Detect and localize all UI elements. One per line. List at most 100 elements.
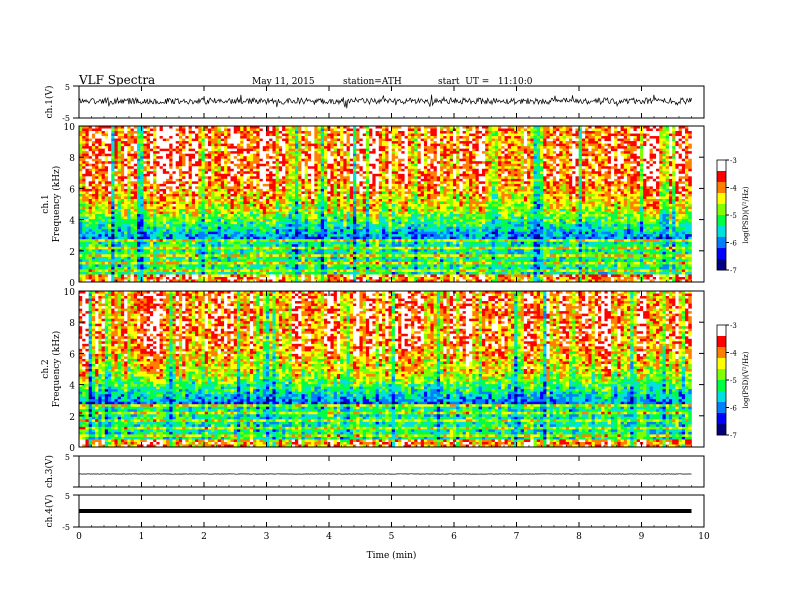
spectro-cell [621, 186, 625, 189]
spectro-cell [247, 179, 251, 182]
spectro-cell [575, 146, 579, 149]
spectro-cell [89, 159, 93, 162]
spectro-cell [205, 171, 209, 174]
spectro-cell [382, 136, 386, 139]
spectro-cell [401, 146, 405, 149]
spectro-cell [266, 149, 270, 152]
spectro-cell [172, 159, 176, 162]
spectro-cell [546, 164, 550, 167]
spectro-cell [427, 181, 431, 184]
spectro-cell [537, 136, 541, 139]
spectro-cell [382, 149, 386, 152]
spectro-cell [227, 129, 231, 132]
spectro-cell [250, 131, 254, 134]
spectro-cell [595, 131, 599, 134]
spectro-cell [82, 159, 86, 162]
spectro-cell [517, 141, 521, 144]
spectro-cell [385, 179, 389, 182]
spectro-cell [598, 171, 602, 174]
spectro-cell [385, 176, 389, 179]
spectro-cell [637, 156, 641, 159]
spectro-cell [247, 174, 251, 177]
spectro-cell [224, 189, 228, 192]
spectro-cell [682, 131, 686, 134]
spectro-cell [611, 149, 615, 152]
spectro-cell [330, 176, 334, 179]
spectro-cell [218, 161, 222, 164]
spectro-cell [569, 189, 573, 192]
spectro-cell [640, 166, 644, 169]
spectro-cell [111, 134, 115, 137]
spectro-cell [556, 144, 560, 147]
spectro-cell [637, 159, 641, 162]
spectro-cell [347, 129, 351, 132]
spectro-cell [598, 161, 602, 164]
spectro-cell [395, 149, 399, 152]
spectro-cell [89, 129, 93, 132]
spectro-cell [150, 139, 154, 142]
spectro-cell [566, 159, 570, 162]
spectro-cell [176, 171, 180, 174]
spectro-cell [153, 184, 157, 187]
spectro-cell [347, 186, 351, 189]
spectro-cell [414, 154, 418, 157]
spectro-cell [347, 171, 351, 174]
spectro-cell [479, 151, 483, 154]
spectro-cell [424, 171, 428, 174]
spectro-cell [621, 166, 625, 169]
spectro-cell [98, 151, 102, 154]
spectro-cell [450, 164, 454, 167]
spectro-cell [479, 139, 483, 142]
spectro-cell [685, 171, 689, 174]
spectro-cell [153, 161, 157, 164]
spectro-cell [279, 154, 283, 157]
spectro-cell [653, 174, 657, 177]
spectro-cell [263, 156, 267, 159]
spectro-cell [359, 144, 363, 147]
spectro-cell [192, 134, 196, 137]
spectro-cell [405, 144, 409, 147]
spectro-cell [463, 181, 467, 184]
spectro-cell [447, 184, 451, 187]
spectro-cell [559, 174, 563, 177]
spectro-cell [485, 136, 489, 139]
spectro-cell [169, 134, 173, 137]
spectro-cell [102, 151, 106, 154]
spectro-cell [366, 136, 370, 139]
spectro-cell [272, 156, 276, 159]
spectro-cell [604, 129, 608, 132]
spectro-cell [111, 174, 115, 177]
spectro-cell [624, 169, 628, 172]
spectro-cell [347, 136, 351, 139]
spectro-cell [485, 131, 489, 134]
spectro-cell [517, 184, 521, 187]
spectro-cell [292, 184, 296, 187]
spectro-cell [324, 169, 328, 172]
spectro-cell [563, 174, 567, 177]
spectro-cell [343, 146, 347, 149]
spectro-cell [672, 176, 676, 179]
spectro-cell [111, 184, 115, 187]
spectro-cell [553, 146, 557, 149]
spectro-cell [572, 166, 576, 169]
spectro-cell [211, 151, 215, 154]
spectro-cell [666, 181, 670, 184]
spectro-cell [182, 136, 186, 139]
spectro-cell [172, 139, 176, 142]
spectro-cell [256, 166, 260, 169]
spectro-cell [285, 131, 289, 134]
spectro-cell [376, 151, 380, 154]
spectro-cell [466, 136, 470, 139]
spectro-cell [479, 131, 483, 134]
spectro-cell [666, 179, 670, 182]
spectro-cell [550, 176, 554, 179]
spectro-cell [253, 151, 257, 154]
spectro-cell [343, 159, 347, 162]
spectro-cell [527, 131, 531, 134]
spectro-cell [385, 186, 389, 189]
spectro-cell [476, 164, 480, 167]
spectro-cell [521, 184, 525, 187]
spectro-cell [643, 174, 647, 177]
spectro-cell [482, 186, 486, 189]
spectro-cell [224, 139, 228, 142]
